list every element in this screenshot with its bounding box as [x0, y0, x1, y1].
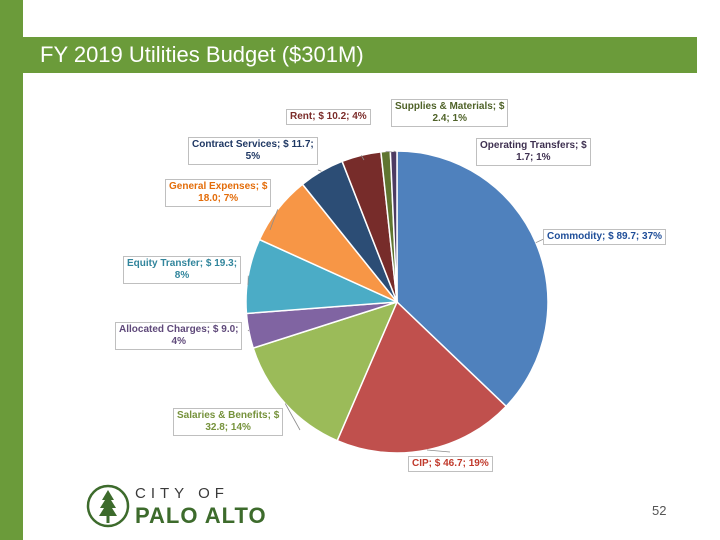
leader-line — [360, 155, 365, 161]
title-band — [23, 37, 697, 73]
pie-slice-operating-transfers — [389, 150, 398, 303]
leader-line — [317, 169, 322, 172]
leader-line — [426, 449, 451, 453]
leader-line — [284, 403, 301, 431]
left-accent-bar — [0, 0, 23, 540]
data-label-commodity: Commodity; $ 89.7; 37% — [543, 229, 667, 245]
data-label-equity-transfer: Equity Transfer; $ 19.3; 8% — [123, 256, 242, 284]
logo-city-of: CITY OF — [135, 485, 229, 502]
data-label-general-expenses: General Expenses; $18.0; 7% — [165, 179, 272, 207]
leader-line — [385, 151, 393, 153]
leader-line — [393, 150, 397, 153]
page-number: 52 — [652, 503, 667, 518]
leader-line — [269, 209, 279, 231]
data-label-salaries-benefits: Salaries & Benefits; $32.8; 14% — [173, 408, 284, 436]
slide-title: FY 2019 Utilities Budget ($301M) — [40, 42, 364, 67]
data-label-rent: Rent; $ 10.2; 4% — [286, 109, 371, 125]
pie-slice-commodity — [396, 150, 549, 408]
data-label-contract-services: Contract Services; $ 11.7; 5% — [188, 137, 318, 165]
data-label-operating-transfers: Operating Transfers; $1.7; 1% — [476, 138, 591, 166]
leader-line — [247, 329, 250, 332]
data-label-allocated-charges: Allocated Charges; $ 9.0; 4% — [115, 322, 243, 350]
logo-palo-alto: PALO ALTO — [135, 503, 267, 528]
tree-logo-icon — [86, 484, 130, 528]
data-label-cip: CIP; $ 46.7; 19% — [408, 456, 493, 472]
data-label-supplies-materials: Supplies & Materials; $2.4; 1% — [391, 99, 509, 127]
